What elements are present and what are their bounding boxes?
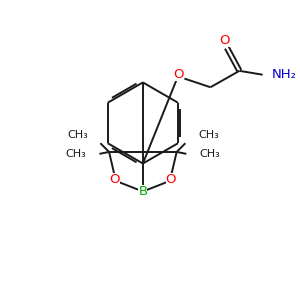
Text: CH₃: CH₃ xyxy=(200,149,220,159)
Text: O: O xyxy=(173,68,184,81)
Text: NH₂: NH₂ xyxy=(272,68,297,81)
Text: O: O xyxy=(220,34,230,47)
Text: O: O xyxy=(110,173,120,186)
Text: CH₃: CH₃ xyxy=(65,149,86,159)
Text: B: B xyxy=(138,185,147,198)
Text: CH₃: CH₃ xyxy=(67,130,88,140)
Text: O: O xyxy=(166,173,176,186)
Text: CH₃: CH₃ xyxy=(198,130,219,140)
